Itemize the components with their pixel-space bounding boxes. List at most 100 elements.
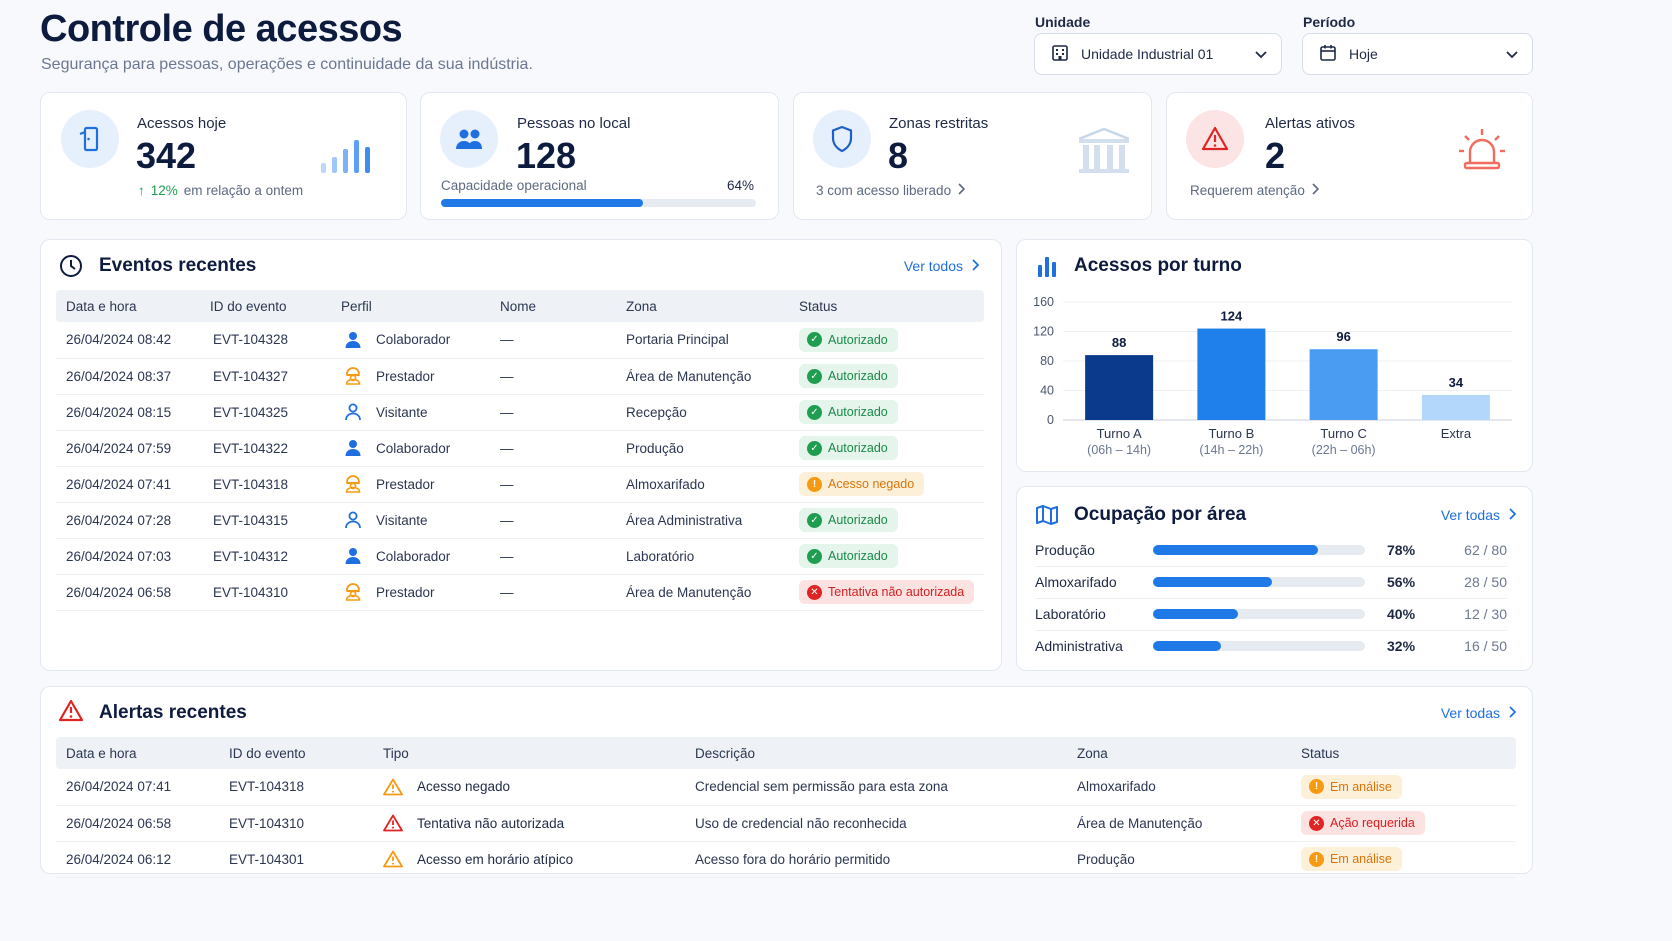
- occupancy-row: Laboratório 40% 12 / 30: [1035, 599, 1507, 631]
- alert-datetime: 26/04/2024 06:58: [56, 805, 229, 842]
- event-row[interactable]: 26/04/2024 08:37 EVT-104327 Prestador — …: [56, 358, 984, 395]
- col-status: Status: [799, 290, 984, 322]
- unit-select[interactable]: Unidade Industrial 01: [1034, 33, 1282, 75]
- warning-icon: [58, 699, 84, 728]
- occupancy-percent: 32%: [1387, 638, 1416, 654]
- alert-datetime: 26/04/2024 06:12: [56, 841, 229, 878]
- kpi-alerts-label: Alertas ativos: [1265, 115, 1356, 132]
- col-zone: Zona: [626, 290, 799, 322]
- event-zone: Área de Manutenção: [626, 574, 799, 611]
- kpi-zones-label: Zonas restritas: [889, 115, 989, 132]
- alert-row[interactable]: 26/04/2024 07:41 EVT-104318 Acesso negad…: [56, 769, 1516, 806]
- event-id: EVT-104328: [210, 322, 341, 359]
- event-row[interactable]: 26/04/2024 06:58 EVT-104310 Prestador — …: [56, 574, 984, 611]
- event-profile: Visitante: [376, 512, 428, 528]
- occupancy-percent: 78%: [1387, 542, 1416, 558]
- event-datetime: 26/04/2024 08:42: [56, 322, 210, 359]
- chevron-down-icon: [1255, 46, 1267, 62]
- kpi-access-delta-text: em relação a ontem: [183, 183, 304, 198]
- capacity-percent: 64%: [726, 178, 754, 193]
- event-zone: Portaria Principal: [626, 322, 799, 359]
- status-badge-label: Tentativa não autorizada: [828, 585, 965, 599]
- events-see-all-link[interactable]: Ver todos: [904, 258, 980, 274]
- event-datetime: 26/04/2024 07:41: [56, 466, 210, 503]
- x-category-sublabel: (06h – 14h): [1087, 443, 1151, 457]
- status-dot-icon: ✓: [807, 332, 822, 348]
- event-id: EVT-104327: [210, 358, 341, 395]
- event-row[interactable]: 26/04/2024 07:28 EVT-104315 Visitante — …: [56, 502, 984, 539]
- event-profile-cell: Visitante: [341, 394, 500, 431]
- alarm-siren-icon: [1457, 127, 1507, 176]
- alerts-see-all-link[interactable]: Ver todas: [1441, 705, 1517, 721]
- alert-description: Credencial sem permissão para esta zona: [695, 769, 1077, 806]
- event-id: EVT-104315: [210, 502, 341, 539]
- event-zone: Laboratório: [626, 538, 799, 575]
- status-badge-label: Autorizado: [828, 549, 888, 563]
- chevron-down-icon: [1506, 46, 1518, 62]
- event-row[interactable]: 26/04/2024 07:41 EVT-104318 Prestador — …: [56, 466, 984, 503]
- kpi-zones-value: 8: [888, 135, 909, 176]
- alert-zone: Produção: [1077, 841, 1301, 878]
- status-badge: ! Acesso negado: [799, 472, 925, 496]
- occupancy-fill: [1153, 577, 1272, 587]
- warning-icon: [383, 814, 403, 832]
- unit-label: Unidade: [1035, 14, 1091, 30]
- event-profile: Colaborador: [376, 440, 451, 456]
- event-status-cell: ✓ Autorizado: [799, 322, 984, 359]
- event-datetime: 26/04/2024 07:03: [56, 538, 210, 575]
- event-row[interactable]: 26/04/2024 08:42 EVT-104328 Colaborador …: [56, 322, 984, 359]
- bar-value-label: 96: [1336, 329, 1350, 344]
- x-category-label: Turno A: [1097, 426, 1142, 441]
- event-status-cell: ! Acesso negado: [799, 466, 984, 503]
- status-badge: ! Em análise: [1301, 847, 1402, 871]
- chevron-right-icon: [957, 183, 966, 198]
- event-id: EVT-104312: [210, 538, 341, 575]
- y-tick-label: 40: [1040, 384, 1054, 398]
- event-row[interactable]: 26/04/2024 08:15 EVT-104325 Visitante — …: [56, 394, 984, 431]
- user-solid-icon: [344, 547, 362, 565]
- status-badge-label: Autorizado: [828, 369, 888, 383]
- bar-chart-icon: [1037, 255, 1057, 282]
- x-category-sublabel: (22h – 06h): [1312, 443, 1376, 457]
- status-dot-icon: ✕: [1309, 815, 1324, 831]
- event-name: —: [500, 502, 626, 539]
- x-category-sublabel: (14h – 22h): [1199, 443, 1263, 457]
- user-outline-icon: [344, 511, 362, 529]
- bar: [1085, 355, 1154, 420]
- kpi-access-card: Acessos hoje 342 ↑ 12% em relação a onte…: [40, 92, 407, 220]
- event-row[interactable]: 26/04/2024 07:59 EVT-104322 Colaborador …: [56, 430, 984, 467]
- status-badge: ✓ Autorizado: [799, 327, 898, 352]
- alert-row[interactable]: 26/04/2024 06:12 EVT-104301 Acesso em ho…: [56, 841, 1516, 878]
- period-select[interactable]: Hoje: [1302, 33, 1533, 75]
- status-dot-icon: !: [807, 476, 822, 492]
- event-status-cell: ✓ Autorizado: [799, 394, 984, 431]
- status-dot-icon: ✓: [807, 512, 822, 528]
- event-name: —: [500, 358, 626, 395]
- event-datetime: 26/04/2024 08:37: [56, 358, 210, 395]
- alert-type-cell: Tentativa não autorizada: [383, 805, 695, 842]
- occupancy-area: Administrativa: [1035, 638, 1123, 654]
- alert-row[interactable]: 26/04/2024 06:58 EVT-104310 Tentativa nã…: [56, 805, 1516, 842]
- event-profile-cell: Visitante: [341, 502, 500, 539]
- event-row[interactable]: 26/04/2024 07:03 EVT-104312 Colaborador …: [56, 538, 984, 575]
- user-solid-icon: [344, 439, 362, 457]
- status-badge-label: Em análise: [1330, 779, 1392, 794]
- warning-icon: [1186, 110, 1244, 168]
- alert-type: Acesso negado: [417, 779, 511, 795]
- users-icon: [440, 110, 498, 168]
- event-name: —: [500, 574, 626, 611]
- status-badge: ✕ Ação requerida: [1301, 811, 1425, 835]
- kpi-zones-card: Zonas restritas 8 3 com acesso liberado: [793, 92, 1152, 220]
- shield-icon: [813, 110, 871, 168]
- period-select-value: Hoje: [1349, 46, 1378, 62]
- capacity-progress-track: [441, 199, 756, 207]
- occupancy-count: 12 / 30: [1464, 606, 1507, 622]
- alert-type-cell: Acesso negado: [383, 769, 695, 806]
- kpi-alerts-link[interactable]: Requerem atenção: [1190, 183, 1319, 198]
- alert-datetime: 26/04/2024 07:41: [56, 769, 229, 806]
- kpi-zones-link[interactable]: 3 com acesso liberado: [816, 183, 966, 198]
- occupancy-track: [1153, 609, 1365, 619]
- occupancy-see-all-link[interactable]: Ver todas: [1441, 507, 1517, 523]
- alert-description: Acesso fora do horário permitido: [695, 841, 1077, 878]
- event-status-cell: ✓ Autorizado: [799, 538, 984, 575]
